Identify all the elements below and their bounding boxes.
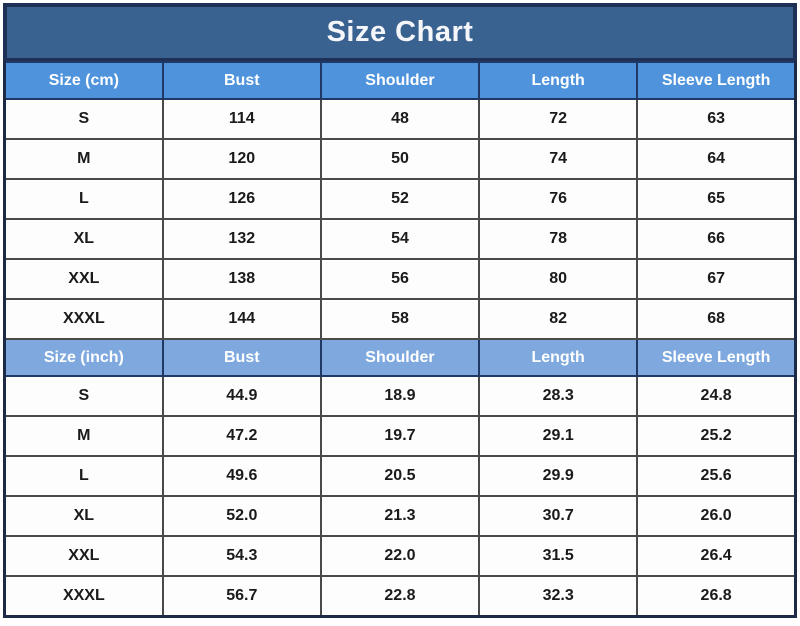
size-cell: XXL xyxy=(3,258,164,300)
value-cell: 82 xyxy=(478,298,639,340)
value-cell: 48 xyxy=(319,98,481,140)
value-cell: 26.8 xyxy=(636,575,797,617)
value-cell: 66 xyxy=(636,218,797,260)
size-cell: XXXL xyxy=(3,298,164,340)
value-cell: 50 xyxy=(319,138,481,180)
value-cell: 19.7 xyxy=(319,415,481,457)
value-cell: 80 xyxy=(478,258,639,300)
table-row: XL 132 54 78 66 xyxy=(3,218,797,260)
value-cell: 76 xyxy=(478,178,639,220)
header-cell: Length xyxy=(478,61,639,100)
header-cell: Size (inch) xyxy=(3,338,164,377)
header-cell: Sleeve Length xyxy=(636,61,797,100)
value-cell: 120 xyxy=(161,138,322,180)
value-cell: 44.9 xyxy=(161,375,322,417)
value-cell: 78 xyxy=(478,218,639,260)
value-cell: 52.0 xyxy=(161,495,322,537)
value-cell: 24.8 xyxy=(636,375,797,417)
value-cell: 67 xyxy=(636,258,797,300)
value-cell: 138 xyxy=(161,258,322,300)
size-cell: M xyxy=(3,415,164,457)
size-cell: XL xyxy=(3,218,164,260)
table-row: L 126 52 76 65 xyxy=(3,178,797,220)
value-cell: 132 xyxy=(161,218,322,260)
table-row: XXXL 144 58 82 68 xyxy=(3,298,797,340)
value-cell: 25.6 xyxy=(636,455,797,497)
table-row: XXXL 56.7 22.8 32.3 26.8 xyxy=(3,575,797,617)
value-cell: 64 xyxy=(636,138,797,180)
header-cell: Bust xyxy=(161,338,322,377)
size-cell: L xyxy=(3,455,164,497)
value-cell: 58 xyxy=(319,298,481,340)
size-cell: S xyxy=(3,375,164,417)
value-cell: 28.3 xyxy=(478,375,639,417)
size-cell: XXXL xyxy=(3,575,164,617)
header-cell: Size (cm) xyxy=(3,61,164,100)
table-row: L 49.6 20.5 29.9 25.6 xyxy=(3,455,797,497)
size-table-body: Size (cm) Bust Shoulder Length Sleeve Length… xyxy=(3,61,797,617)
value-cell: 47.2 xyxy=(161,415,322,457)
size-cell: S xyxy=(3,98,164,140)
size-cell: L xyxy=(3,178,164,220)
value-cell: 26.4 xyxy=(636,535,797,577)
header-cell: Length xyxy=(478,338,639,377)
value-cell: 63 xyxy=(636,98,797,140)
value-cell: 31.5 xyxy=(478,535,639,577)
header-cell: Bust xyxy=(161,61,322,100)
value-cell: 74 xyxy=(478,138,639,180)
table-row: M 120 50 74 64 xyxy=(3,138,797,180)
value-cell: 72 xyxy=(478,98,639,140)
value-cell: 114 xyxy=(161,98,322,140)
value-cell: 21.3 xyxy=(319,495,481,537)
value-cell: 56.7 xyxy=(161,575,322,617)
value-cell: 54 xyxy=(319,218,481,260)
value-cell: 22.8 xyxy=(319,575,481,617)
value-cell: 126 xyxy=(161,178,322,220)
table-row: XXL 138 56 80 67 xyxy=(3,258,797,300)
value-cell: 18.9 xyxy=(319,375,481,417)
value-cell: 26.0 xyxy=(636,495,797,537)
value-cell: 29.9 xyxy=(478,455,639,497)
value-cell: 29.1 xyxy=(478,415,639,457)
size-cell: M xyxy=(3,138,164,180)
table-row: S 44.9 18.9 28.3 24.8 xyxy=(3,375,797,417)
size-cell: XXL xyxy=(3,535,164,577)
value-cell: 144 xyxy=(161,298,322,340)
table-row: XXL 54.3 22.0 31.5 26.4 xyxy=(3,535,797,577)
value-cell: 52 xyxy=(319,178,481,220)
value-cell: 25.2 xyxy=(636,415,797,457)
table-row: XL 52.0 21.3 30.7 26.0 xyxy=(3,495,797,537)
page-title: Size Chart xyxy=(326,16,474,48)
title-bar: Size Chart xyxy=(3,3,797,61)
header-cell: Sleeve Length xyxy=(636,338,797,377)
value-cell: 22.0 xyxy=(319,535,481,577)
value-cell: 65 xyxy=(636,178,797,220)
value-cell: 56 xyxy=(319,258,481,300)
size-cell: XL xyxy=(3,495,164,537)
value-cell: 30.7 xyxy=(478,495,639,537)
table-row: M 47.2 19.7 29.1 25.2 xyxy=(3,415,797,457)
table-row: S 114 48 72 63 xyxy=(3,98,797,140)
value-cell: 68 xyxy=(636,298,797,340)
header-row-inch: Size (inch) Bust Shoulder Length Sleeve Leng… xyxy=(3,338,797,377)
header-row-cm: Size (cm) Bust Shoulder Length Sleeve Length xyxy=(3,61,797,100)
header-cell: Shoulder xyxy=(319,338,481,377)
size-table: Size (cm) Bust Shoulder Length Sleeve Length… xyxy=(3,61,797,618)
value-cell: 32.3 xyxy=(478,575,639,617)
header-cell: Shoulder xyxy=(319,61,481,100)
value-cell: 20.5 xyxy=(319,455,481,497)
value-cell: 49.6 xyxy=(161,455,322,497)
value-cell: 54.3 xyxy=(161,535,322,577)
